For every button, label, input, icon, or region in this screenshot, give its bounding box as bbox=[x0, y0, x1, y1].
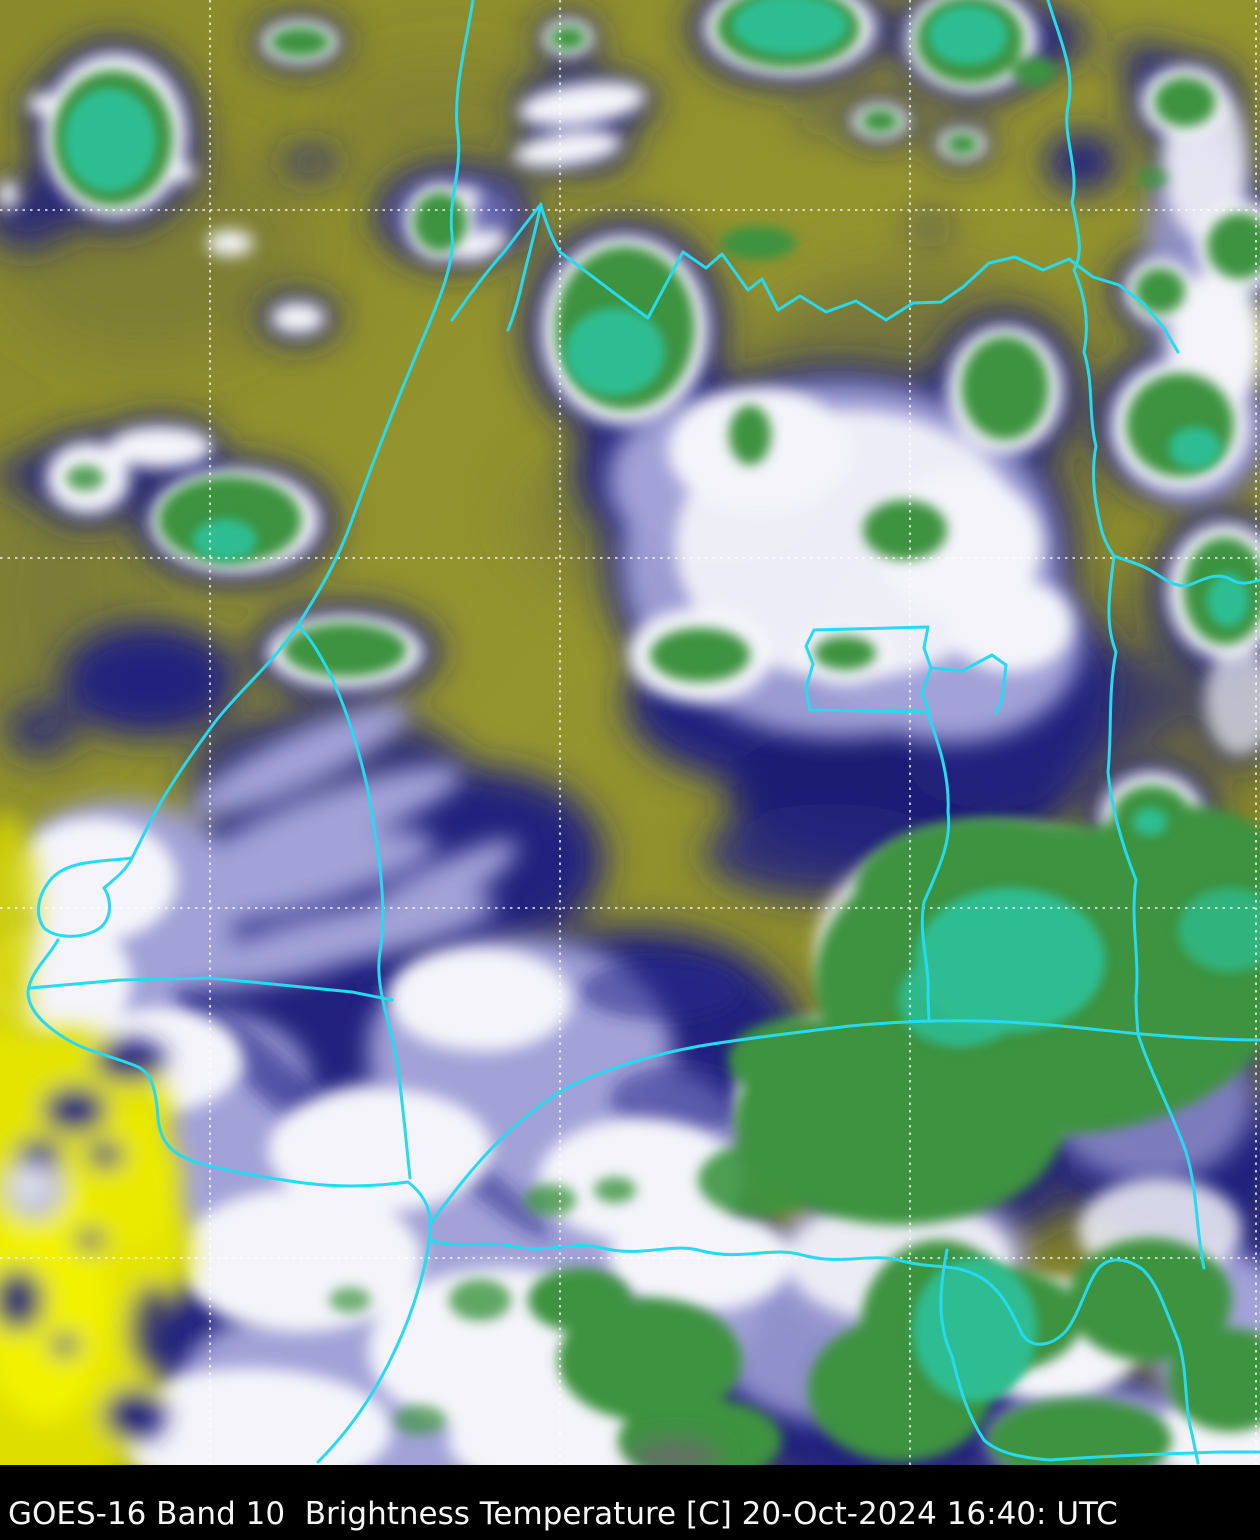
boundary-zigzag-east bbox=[539, 204, 1180, 354]
boundary-hairpin bbox=[450, 202, 543, 332]
boundary-southeast-river bbox=[939, 1248, 1260, 1462]
boundary-mid-horizontal bbox=[428, 1019, 1260, 1226]
boundary-branch-west bbox=[28, 976, 394, 1002]
boundary-inner-loop bbox=[296, 623, 412, 1180]
boundary-northwest-river bbox=[36, 0, 475, 938]
caption-bar: GOES-16 Band 10 Brightness Temperature [… bbox=[0, 1465, 1260, 1540]
boundary-state-vertical bbox=[920, 712, 951, 1023]
boundary-rectangle-east-spur bbox=[929, 653, 1008, 715]
surface-layer-yellow-hot bbox=[0, 813, 721, 1465]
boundary-west-descent bbox=[26, 938, 432, 1464]
boundary-east-branch bbox=[1112, 554, 1260, 588]
boundary-district-rectangle bbox=[804, 625, 933, 714]
cloud-layer-teal bbox=[64, 0, 1260, 1402]
boundary-lines bbox=[26, 0, 1260, 1465]
satellite-map bbox=[0, 0, 1260, 1465]
caption-text: GOES-16 Band 10 Brightness Temperature [… bbox=[8, 1495, 1118, 1532]
graticule-grid bbox=[0, 0, 1260, 1465]
boundary-northeast-river bbox=[1046, 0, 1206, 1270]
boundary-south-wavy bbox=[427, 1238, 1200, 1465]
